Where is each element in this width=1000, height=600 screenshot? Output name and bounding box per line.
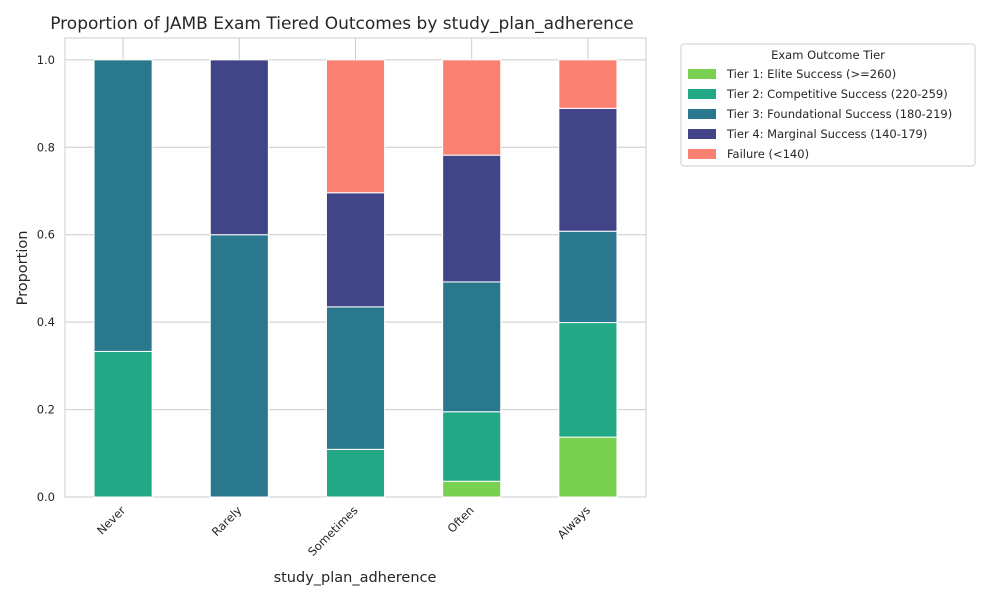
x-tick-label: Always (555, 503, 593, 541)
y-tick-label: 0.2 (37, 403, 55, 417)
bar-segment (558, 107, 618, 232)
legend-label: Tier 4: Marginal Success (140-179) (726, 127, 927, 141)
x-tick-label: Never (94, 503, 128, 537)
legend-frame (680, 43, 976, 167)
y-tick-label: 1.0 (37, 53, 55, 67)
bar-segment (325, 448, 386, 498)
bar-segment (558, 230, 618, 324)
bar-segment (325, 306, 386, 450)
bar-segment (93, 350, 153, 498)
y-tick-label: 0.4 (37, 315, 55, 329)
legend-items: Tier 1: Elite Success (>=260) Tier 2: Com… (688, 67, 952, 161)
bar-segment (209, 234, 269, 498)
y-tick-labels: 0.0 0.2 0.4 0.6 0.8 1.0 (37, 53, 55, 504)
legend-swatch (688, 89, 716, 99)
legend: Exam Outcome Tier Tier 1: Elite Success … (680, 43, 976, 167)
y-axis-label: Proportion (15, 231, 31, 306)
legend-swatch (688, 129, 716, 139)
bar-segment (442, 480, 502, 498)
bar-segment (442, 281, 502, 413)
bar-segment (442, 59, 502, 156)
bar-segment (558, 436, 618, 498)
x-tick-label: Often (444, 503, 476, 535)
chart-title: Proportion of JAMB Exam Tiered Outcomes … (50, 14, 634, 34)
bar-segment (209, 59, 269, 236)
x-tick-labels: Never Rarely Sometimes Often Always (94, 503, 593, 559)
legend-swatch (688, 149, 716, 159)
plot-area: 0.0 0.2 0.4 0.6 0.8 1.0 Never Rarely Sometimes O… (37, 37, 647, 559)
x-tick-label: Rarely (209, 503, 245, 539)
bar-segment (442, 411, 502, 482)
legend-swatch (688, 109, 716, 119)
legend-title: Exam Outcome Tier (771, 48, 885, 62)
y-tick-label: 0.6 (37, 228, 55, 242)
x-axis-label: study_plan_adherence (274, 570, 437, 586)
legend-label: Tier 1: Elite Success (>=260) (726, 67, 896, 81)
bar-segment (93, 59, 153, 352)
bar-segment (325, 192, 386, 308)
bar-segment (442, 154, 502, 283)
legend-label: Failure (<140) (727, 147, 809, 161)
legend-label: Tier 2: Competitive Success (220-259) (726, 87, 948, 101)
legend-swatch (688, 69, 716, 79)
x-tick-label: Sometimes (305, 503, 361, 559)
bars (93, 59, 618, 498)
bar-segment (558, 59, 618, 109)
y-tick-label: 0.8 (37, 140, 55, 154)
legend-label: Tier 3: Foundational Success (180-219) (726, 107, 952, 121)
bar-segment (325, 59, 386, 194)
bar-segment (558, 322, 618, 438)
y-tick-label: 0.0 (37, 490, 55, 504)
